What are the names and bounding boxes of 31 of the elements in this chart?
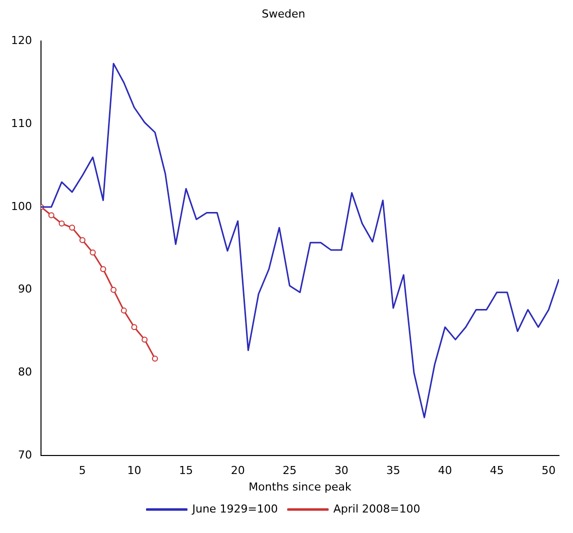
- point: [110, 286, 117, 293]
- x-tick-label: 5: [78, 464, 86, 478]
- point: [142, 336, 148, 343]
- y-tick-label: 70: [18, 448, 32, 462]
- y-tick-label: 80: [18, 366, 32, 379]
- y-tick-label: 90: [18, 282, 32, 296]
- x-tick-label: 30: [334, 464, 348, 478]
- point: [100, 266, 106, 272]
- point: [79, 237, 86, 244]
- point: [69, 224, 76, 231]
- x-tick-label: 40: [438, 464, 452, 478]
- x-axis-title: Months since peak: [248, 480, 352, 494]
- x-tick-label: 20: [230, 464, 245, 478]
- x-tick-label: 25: [282, 464, 297, 478]
- y-tick-label: 110: [10, 116, 32, 130]
- y-tick-label: 100: [10, 200, 32, 213]
- x-tick-label: 10: [127, 464, 142, 478]
- point: [48, 212, 54, 218]
- point: [131, 324, 138, 330]
- point: [58, 220, 65, 227]
- x-tick-label: 50: [542, 464, 556, 478]
- legend-label: April 2008=100: [333, 502, 420, 516]
- chart-title: Sweden: [262, 7, 306, 20]
- x-tick-label: 15: [179, 464, 194, 478]
- x-tick-label: 35: [386, 464, 400, 478]
- point: [152, 356, 158, 362]
- point: [90, 250, 96, 256]
- legend-label: June 1929=100: [191, 502, 278, 516]
- point: [120, 308, 127, 314]
- x-tick-label: 45: [490, 464, 504, 478]
- y-tick-label: 120: [10, 34, 32, 48]
